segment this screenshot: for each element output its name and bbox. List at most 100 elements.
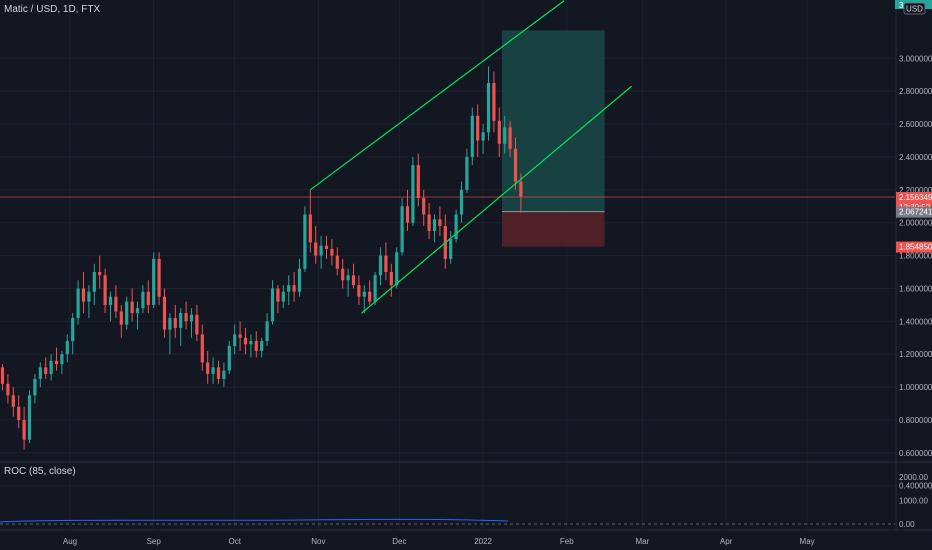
candle-body xyxy=(508,127,512,149)
candle-body xyxy=(346,275,350,281)
candle-body xyxy=(330,249,334,256)
candle-body xyxy=(378,255,383,276)
price-axis-tick: 1.400000 xyxy=(899,317,932,326)
current-price-label: 2.156349 xyxy=(899,193,932,202)
candle-body xyxy=(152,258,156,305)
candle-body xyxy=(114,296,118,312)
candle-body xyxy=(227,346,231,371)
channel-lower-line xyxy=(361,85,632,314)
time-axis-tick: Apr xyxy=(720,537,733,546)
candle-body xyxy=(189,314,194,322)
symbol-title: Matic / USD, 1D, FTX xyxy=(4,4,101,15)
candle-body xyxy=(44,367,48,374)
candle-body xyxy=(454,214,458,240)
candle-body xyxy=(76,288,80,319)
candle-body xyxy=(470,115,474,157)
entry-price-label: 2.067241 xyxy=(899,208,932,217)
candle-body xyxy=(119,311,123,325)
candle-body xyxy=(357,285,361,297)
candle-body xyxy=(254,341,258,351)
candle-body xyxy=(335,255,339,269)
candle-body xyxy=(130,301,134,314)
candle-body xyxy=(162,296,167,330)
price-axis-tick: 1.600000 xyxy=(899,284,932,293)
candle-body xyxy=(465,156,469,190)
candle-body xyxy=(179,313,183,328)
candle-body xyxy=(497,120,501,144)
candle-body xyxy=(54,360,59,365)
roc-axis-tick: 1000.00 xyxy=(899,497,928,506)
candle-body xyxy=(200,334,204,363)
candle-body xyxy=(146,291,150,305)
candle-body xyxy=(411,165,415,223)
candle-body xyxy=(184,313,188,322)
candle-body xyxy=(449,239,453,259)
currency-box xyxy=(903,2,926,15)
candle-body xyxy=(22,419,26,440)
candle-body xyxy=(0,367,5,384)
candle-body xyxy=(195,314,199,335)
candle-body xyxy=(168,318,172,330)
candle-body xyxy=(422,198,426,215)
time-axis-tick: 2022 xyxy=(474,537,492,546)
candle-body xyxy=(503,127,507,144)
candle-body xyxy=(33,378,37,396)
candle-body xyxy=(71,318,75,342)
currency-label: USD xyxy=(906,5,923,14)
time-axis-tick: Aug xyxy=(63,537,77,546)
candle-body xyxy=(135,308,140,314)
profit-zone xyxy=(502,30,605,212)
candle-body xyxy=(38,367,42,379)
candle-body xyxy=(92,272,96,292)
price-axis-tick: 0.600000 xyxy=(899,449,932,458)
time-axis-tick: Dec xyxy=(392,537,406,546)
candle-body xyxy=(17,406,21,420)
candle-body xyxy=(395,252,399,286)
candle-body xyxy=(459,189,464,215)
candle-body xyxy=(233,334,237,346)
candle-body xyxy=(222,370,226,379)
candle-body xyxy=(292,285,296,292)
candle-body xyxy=(389,272,393,286)
price-axis-tick: 0.400000 xyxy=(899,482,932,491)
candle-body xyxy=(11,395,15,407)
candle-body xyxy=(368,291,372,302)
candle-body xyxy=(281,291,285,302)
candle-body xyxy=(362,291,366,297)
roc-line xyxy=(0,518,509,523)
candle-body xyxy=(6,383,10,396)
candle-body xyxy=(481,132,485,141)
candle-body xyxy=(238,334,242,338)
candle-body xyxy=(308,214,312,243)
candle-body xyxy=(438,219,442,226)
candle-body xyxy=(157,258,161,297)
candle-body xyxy=(351,275,356,286)
candle-body xyxy=(513,148,518,182)
candle-body xyxy=(492,82,496,121)
candle-body xyxy=(108,296,113,305)
candle-body xyxy=(314,242,318,256)
candle-body xyxy=(206,362,210,374)
time-axis-tick: Sep xyxy=(147,537,162,546)
stop-price-label: 1.854850 xyxy=(899,243,932,252)
candle-body xyxy=(276,288,280,302)
candle-body xyxy=(270,288,275,322)
candle-body xyxy=(384,255,388,273)
roc-indicator-title: ROC (85, close) xyxy=(4,466,76,477)
time-axis-tick: Oct xyxy=(228,537,241,546)
candle-body xyxy=(216,367,221,379)
price-axis-tick: 2.800000 xyxy=(899,87,932,96)
candle-body xyxy=(400,206,404,253)
candle-body xyxy=(260,341,264,351)
loss-zone xyxy=(502,211,605,247)
time-axis-tick: Feb xyxy=(560,537,574,546)
candle-body xyxy=(249,341,253,345)
candle-body xyxy=(373,275,377,302)
candle-body xyxy=(141,291,145,309)
time-axis-tick: Nov xyxy=(311,537,325,546)
price-axis-tick: 2.000000 xyxy=(899,219,932,228)
candle-body xyxy=(98,272,102,276)
candle-body xyxy=(341,268,345,281)
candle-body xyxy=(303,214,307,269)
